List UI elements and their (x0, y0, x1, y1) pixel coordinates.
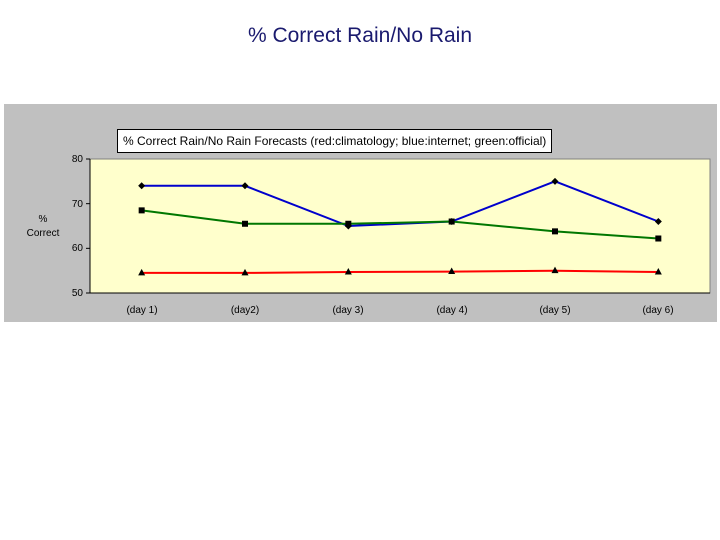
line-chart: 80 70 60 50 (day 1) (day2) (day 3) (day … (72, 154, 711, 316)
y-axis-label-line1: % (38, 214, 48, 225)
chart-title: % Correct Rain/No Rain Forecasts (red:cl… (117, 129, 553, 153)
x-tick-label: (day 4) (436, 305, 467, 316)
data-point (241, 268, 249, 276)
data-point (551, 177, 559, 185)
data-point (241, 182, 249, 190)
series-line-0 (141, 180, 659, 228)
x-tick-label: (day 1) (126, 305, 157, 316)
data-point (345, 220, 352, 227)
data-point (655, 235, 662, 242)
data-point (344, 268, 352, 275)
x-tick-label: (day 6) (642, 305, 673, 316)
data-point (138, 207, 145, 214)
series-layer (138, 177, 662, 276)
x-tick-label: (day 3) (332, 305, 363, 316)
y-tick-label: 70 (72, 199, 84, 210)
chart-frame: 80 70 60 50 (day 1) (day2) (day 3) (day … (4, 104, 717, 322)
y-tick-label: 50 (72, 288, 84, 299)
data-point (448, 267, 456, 275)
x-tick-label: (day2) (231, 305, 259, 316)
y-axis: 80 70 60 50 (72, 154, 91, 299)
y-axis-label-line2: Correct (26, 228, 60, 239)
data-point (552, 228, 558, 235)
x-tick-label: (day 5) (539, 305, 570, 316)
data-point (448, 218, 455, 225)
data-point (138, 182, 146, 190)
series-line-1 (141, 209, 659, 240)
data-point (138, 268, 146, 276)
data-point (242, 220, 248, 227)
y-tick-label: 60 (72, 243, 84, 254)
series-line-2 (141, 269, 659, 274)
data-point (551, 266, 559, 274)
data-point (654, 218, 662, 226)
slide-title: % Correct Rain/No Rain (247, 24, 473, 47)
y-axis-label: % Correct (14, 213, 72, 241)
x-axis: (day 1) (day2) (day 3) (day 4) (day 5) (… (90, 292, 710, 316)
data-point (654, 268, 662, 275)
y-tick-label: 80 (72, 154, 84, 165)
